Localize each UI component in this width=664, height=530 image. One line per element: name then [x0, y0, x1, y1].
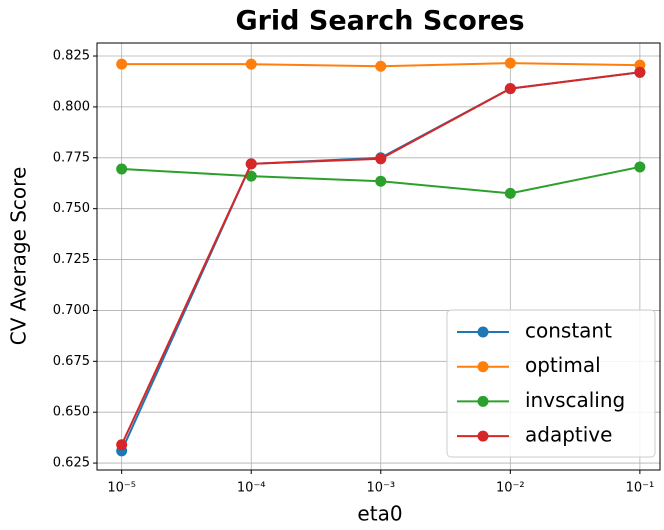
y-tick-label: 0.675 — [53, 354, 90, 369]
x-tick-label: 10⁻⁵ — [107, 481, 136, 496]
data-point — [245, 58, 257, 70]
legend-label: constant — [525, 319, 612, 343]
plot-frame — [96, 42, 661, 471]
x-axis-label: eta0 — [357, 502, 402, 526]
data-point — [245, 170, 257, 182]
data-point — [504, 187, 516, 199]
legend-marker — [477, 361, 489, 373]
data-point — [634, 161, 646, 173]
data-point — [245, 158, 257, 170]
legend-marker — [477, 395, 489, 407]
x-tick-label: 10⁻¹ — [626, 481, 655, 496]
y-tick-label: 0.750 — [53, 201, 90, 216]
data-point — [504, 83, 516, 95]
data-point — [375, 60, 387, 72]
y-tick-label: 0.700 — [53, 303, 90, 318]
y-tick-label: 0.725 — [53, 252, 90, 267]
y-tick-label: 0.625 — [53, 456, 90, 471]
y-axis-label: CV Average Score — [7, 167, 31, 346]
data-point — [375, 153, 387, 165]
data-point — [375, 175, 387, 187]
legend-label: adaptive — [525, 423, 612, 447]
chart-title: Grid Search Scores — [235, 6, 524, 37]
y-tick-label: 0.650 — [53, 405, 90, 420]
x-tick-label: 10⁻² — [496, 481, 525, 496]
legend-marker — [477, 326, 489, 338]
legend-box — [446, 309, 656, 458]
x-tick-label: 10⁻⁴ — [237, 481, 266, 496]
legend-label: optimal — [525, 353, 601, 377]
y-tick-label: 0.800 — [53, 99, 90, 114]
data-point — [634, 66, 646, 78]
x-tick-label: 10⁻³ — [366, 481, 395, 496]
y-tick-label: 0.825 — [53, 49, 90, 64]
legend-label: invscaling — [525, 388, 625, 412]
data-point — [116, 439, 128, 451]
data-point — [504, 57, 516, 69]
data-point — [116, 58, 128, 70]
data-point — [116, 163, 128, 175]
y-tick-label: 0.775 — [53, 150, 90, 165]
legend-marker — [477, 430, 489, 442]
